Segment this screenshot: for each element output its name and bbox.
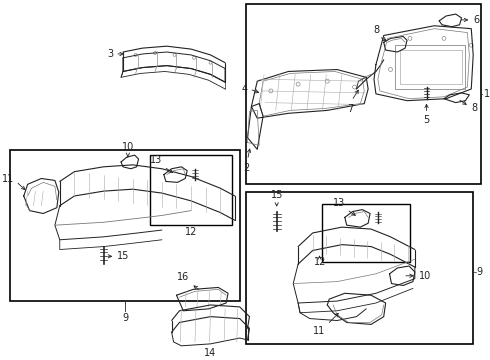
Text: 6: 6: [473, 15, 479, 25]
Bar: [322, 204, 410, 262]
Text: 10: 10: [122, 142, 134, 152]
Text: 16: 16: [177, 271, 189, 282]
Text: 7: 7: [347, 104, 354, 113]
Text: 14: 14: [204, 348, 217, 358]
Text: 15: 15: [117, 251, 129, 261]
Text: 3: 3: [107, 49, 113, 59]
Bar: [245, 4, 481, 184]
Text: 12: 12: [185, 227, 197, 237]
Text: 9: 9: [122, 313, 128, 323]
Text: 8: 8: [471, 103, 477, 113]
Text: 11: 11: [2, 175, 14, 184]
Text: 8: 8: [374, 24, 380, 35]
Bar: [10, 150, 240, 301]
Text: 11: 11: [313, 327, 325, 336]
Bar: [245, 192, 473, 344]
Text: 15: 15: [270, 190, 283, 200]
Text: 13: 13: [333, 198, 345, 208]
Text: 13: 13: [149, 155, 162, 165]
Text: 5: 5: [423, 115, 430, 125]
Bar: [400, 50, 462, 84]
Text: 1: 1: [484, 89, 490, 99]
Text: 2: 2: [244, 163, 250, 173]
Bar: [395, 45, 465, 89]
Text: 9: 9: [476, 267, 482, 277]
Text: 4: 4: [242, 84, 247, 94]
Text: 10: 10: [419, 271, 431, 281]
Text: 12: 12: [314, 257, 326, 267]
Bar: [150, 155, 232, 225]
